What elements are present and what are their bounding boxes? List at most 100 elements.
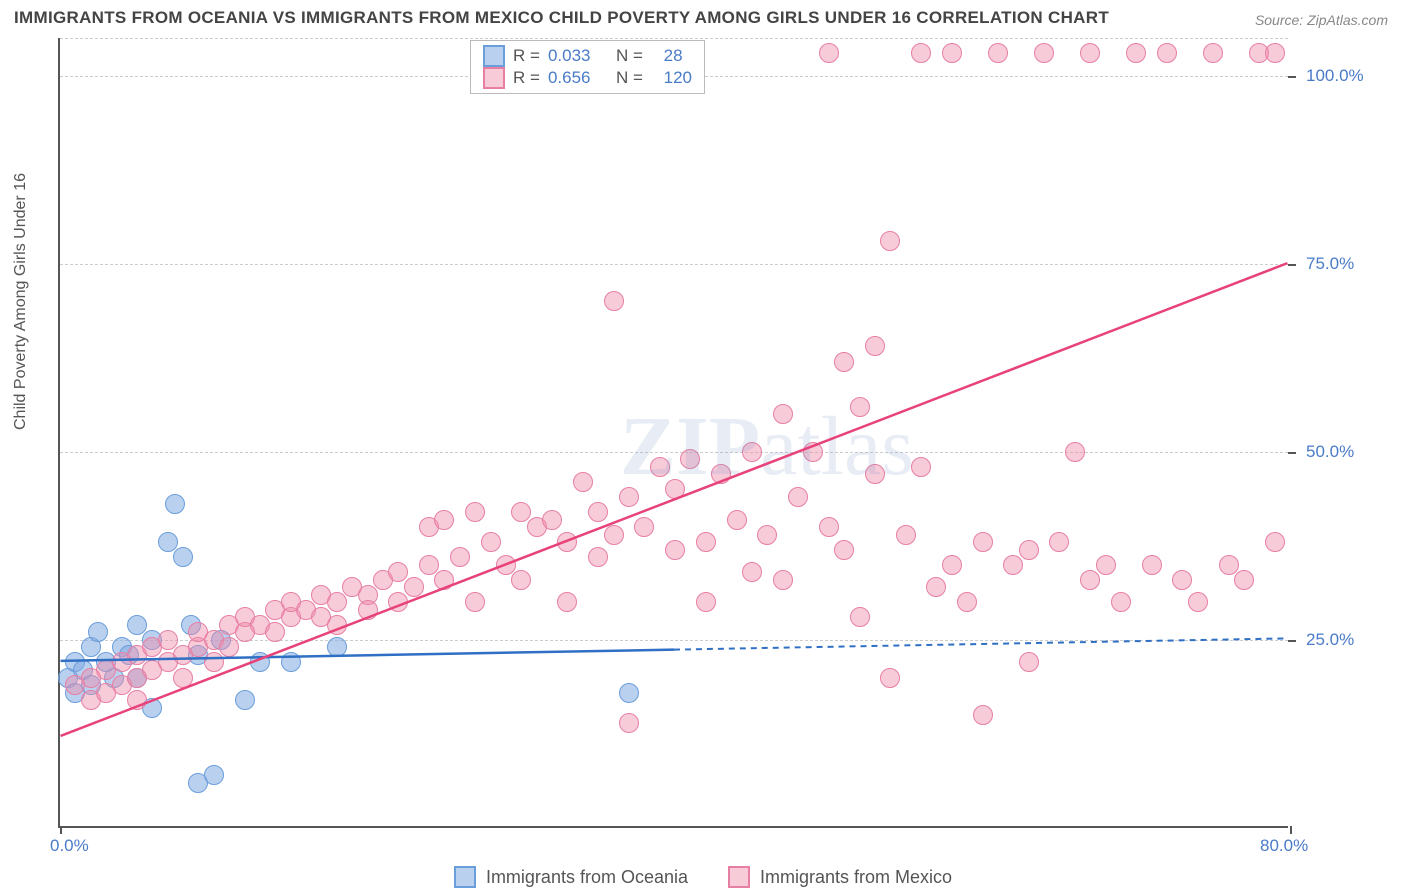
scatter-point bbox=[680, 449, 700, 469]
ytick-mark bbox=[1288, 640, 1296, 642]
scatter-point bbox=[803, 442, 823, 462]
scatter-point bbox=[557, 532, 577, 552]
scatter-point bbox=[634, 517, 654, 537]
scatter-point bbox=[1019, 540, 1039, 560]
scatter-point bbox=[434, 570, 454, 590]
scatter-point bbox=[1188, 592, 1208, 612]
scatter-point bbox=[865, 464, 885, 484]
scatter-point bbox=[926, 577, 946, 597]
legend-swatch bbox=[483, 67, 505, 89]
ytick-label: 100.0% bbox=[1306, 66, 1364, 86]
scatter-point bbox=[819, 517, 839, 537]
chart-title: IMMIGRANTS FROM OCEANIA VS IMMIGRANTS FR… bbox=[14, 8, 1109, 28]
scatter-point bbox=[896, 525, 916, 545]
scatter-point bbox=[281, 652, 301, 672]
scatter-point bbox=[388, 562, 408, 582]
scatter-point bbox=[1157, 43, 1177, 63]
scatter-point bbox=[173, 547, 193, 567]
scatter-point bbox=[557, 592, 577, 612]
scatter-point bbox=[850, 607, 870, 627]
stat-r-value: 0.656 bbox=[548, 68, 591, 88]
scatter-point bbox=[696, 532, 716, 552]
scatter-point bbox=[388, 592, 408, 612]
scatter-point bbox=[327, 615, 347, 635]
stat-r-value: 0.033 bbox=[548, 46, 591, 66]
series-legend-item: Immigrants from Oceania bbox=[454, 866, 688, 888]
scatter-point bbox=[973, 532, 993, 552]
scatter-point bbox=[665, 479, 685, 499]
scatter-point bbox=[1080, 570, 1100, 590]
scatter-point bbox=[127, 615, 147, 635]
y-axis-label: Child Poverty Among Girls Under 16 bbox=[12, 173, 30, 430]
scatter-point bbox=[773, 404, 793, 424]
stats-legend-row: R =0.033 N = 28 bbox=[483, 45, 692, 67]
scatter-point bbox=[1065, 442, 1085, 462]
scatter-point bbox=[711, 464, 731, 484]
scatter-point bbox=[696, 592, 716, 612]
scatter-point bbox=[204, 652, 224, 672]
scatter-point bbox=[1034, 43, 1054, 63]
scatter-point bbox=[1265, 532, 1285, 552]
scatter-point bbox=[1234, 570, 1254, 590]
scatter-point bbox=[1172, 570, 1192, 590]
scatter-point bbox=[158, 532, 178, 552]
scatter-point bbox=[1126, 43, 1146, 63]
scatter-point bbox=[235, 690, 255, 710]
scatter-point bbox=[265, 622, 285, 642]
scatter-point bbox=[942, 43, 962, 63]
scatter-point bbox=[1111, 592, 1131, 612]
scatter-point bbox=[127, 690, 147, 710]
stats-legend: R =0.033 N = 28R =0.656 N = 120 bbox=[470, 40, 705, 94]
scatter-point bbox=[219, 637, 239, 657]
scatter-point bbox=[250, 652, 270, 672]
xtick-mark bbox=[1290, 826, 1292, 834]
series-name: Immigrants from Oceania bbox=[486, 867, 688, 888]
scatter-point bbox=[465, 592, 485, 612]
legend-swatch bbox=[483, 45, 505, 67]
scatter-point bbox=[588, 502, 608, 522]
ytick-label: 25.0% bbox=[1306, 630, 1354, 650]
scatter-point bbox=[865, 336, 885, 356]
scatter-point bbox=[650, 457, 670, 477]
scatter-point bbox=[957, 592, 977, 612]
scatter-point bbox=[911, 43, 931, 63]
scatter-point bbox=[419, 555, 439, 575]
scatter-point bbox=[819, 43, 839, 63]
scatter-point bbox=[511, 570, 531, 590]
scatter-point bbox=[496, 555, 516, 575]
scatter-point bbox=[604, 525, 624, 545]
ytick-label: 50.0% bbox=[1306, 442, 1354, 462]
scatter-point bbox=[604, 291, 624, 311]
scatter-point bbox=[742, 442, 762, 462]
source-attribution: Source: ZipAtlas.com bbox=[1255, 12, 1388, 28]
stat-n-value: 120 bbox=[664, 68, 692, 88]
scatter-point bbox=[1096, 555, 1116, 575]
scatter-point bbox=[619, 713, 639, 733]
scatter-point bbox=[542, 510, 562, 530]
scatter-point bbox=[1265, 43, 1285, 63]
scatter-point bbox=[619, 683, 639, 703]
scatter-point bbox=[358, 600, 378, 620]
series-name: Immigrants from Mexico bbox=[760, 867, 952, 888]
gridline-h bbox=[60, 38, 1288, 39]
scatter-point bbox=[988, 43, 1008, 63]
scatter-point bbox=[665, 540, 685, 560]
ytick-label: 75.0% bbox=[1306, 254, 1354, 274]
scatter-point bbox=[727, 510, 747, 530]
scatter-point bbox=[1080, 43, 1100, 63]
scatter-point bbox=[573, 472, 593, 492]
xtick-mark bbox=[60, 826, 62, 834]
scatter-point bbox=[450, 547, 470, 567]
source-value: ZipAtlas.com bbox=[1307, 12, 1388, 28]
scatter-point bbox=[911, 457, 931, 477]
scatter-point bbox=[588, 547, 608, 567]
scatter-point bbox=[942, 555, 962, 575]
gridline-h bbox=[60, 264, 1288, 265]
scatter-point bbox=[511, 502, 531, 522]
scatter-point bbox=[434, 510, 454, 530]
scatter-point bbox=[834, 352, 854, 372]
scatter-point bbox=[880, 668, 900, 688]
source-label: Source: bbox=[1255, 12, 1303, 28]
watermark-bold: ZIP bbox=[620, 400, 760, 493]
legend-swatch bbox=[454, 866, 476, 888]
